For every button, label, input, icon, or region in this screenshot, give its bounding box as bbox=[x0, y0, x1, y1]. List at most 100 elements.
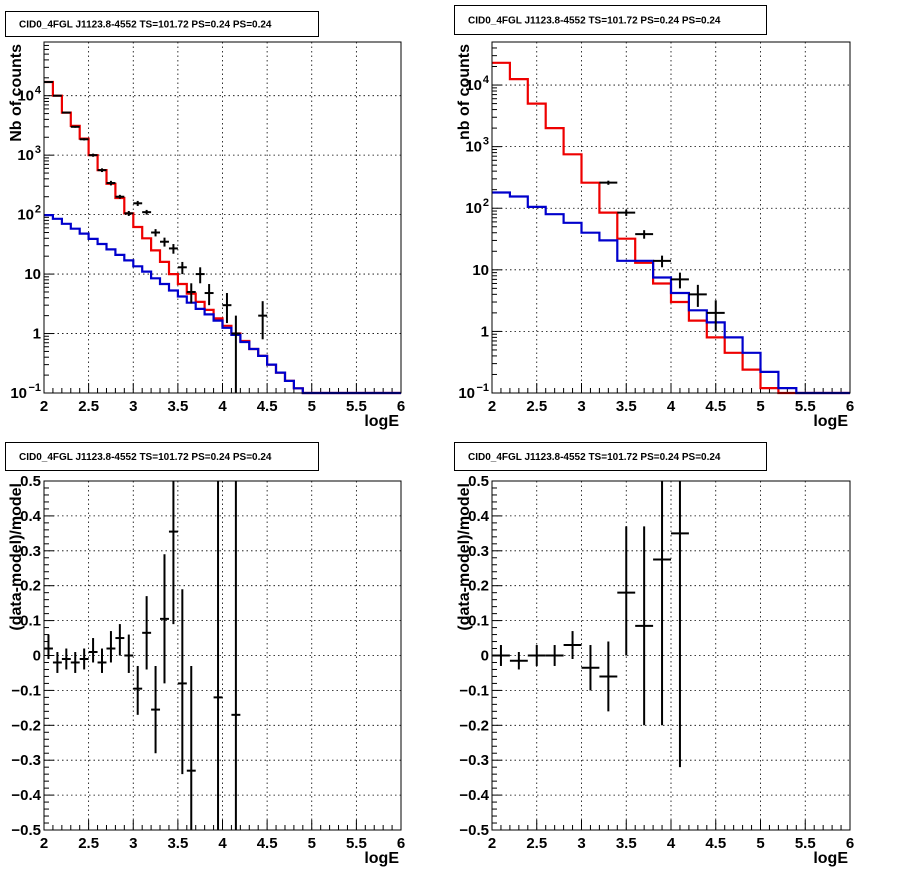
data-point bbox=[635, 526, 654, 726]
x-tick-label: 3.5 bbox=[616, 835, 637, 852]
data-point bbox=[79, 138, 89, 141]
y-tick-label: 0.5 bbox=[20, 473, 41, 490]
x-tick-label: 4.5 bbox=[257, 398, 278, 415]
y-tick-label: −0.4 bbox=[11, 787, 41, 804]
x-tick-label: 2.5 bbox=[78, 398, 99, 415]
data-point bbox=[88, 153, 98, 157]
y-tick-label: −0.2 bbox=[459, 717, 489, 734]
x-tick-label: 6 bbox=[846, 835, 854, 852]
title-box bbox=[5, 11, 319, 37]
data-point bbox=[545, 645, 564, 666]
y-tick-label: −0.3 bbox=[459, 752, 489, 769]
y-tick-label: −0.1 bbox=[11, 682, 41, 699]
title-box bbox=[5, 442, 319, 471]
data-point bbox=[617, 526, 636, 656]
data-point bbox=[133, 665, 143, 715]
data-point bbox=[151, 665, 161, 754]
y-tick-exponent: 2 bbox=[483, 197, 489, 209]
x-tick-label: 3.5 bbox=[616, 398, 637, 415]
y-tick-label: −0.3 bbox=[11, 752, 41, 769]
data-point bbox=[222, 293, 232, 324]
x-tick-label: 4 bbox=[667, 835, 676, 852]
x-tick-label: 3 bbox=[129, 398, 137, 415]
data-point bbox=[195, 267, 205, 284]
data-point bbox=[177, 261, 187, 275]
data-point bbox=[70, 125, 80, 128]
plot-frame bbox=[491, 480, 851, 831]
y-tick-label: −0.1 bbox=[459, 682, 489, 699]
data-points bbox=[44, 481, 241, 830]
data-point bbox=[204, 284, 214, 306]
data-point bbox=[52, 94, 62, 97]
data-point bbox=[706, 300, 725, 332]
chart-panel-1: CID0_4FGL J1123.8-4552 TS=101.72 PS=0.24… bbox=[5, 11, 405, 430]
x-tick-label: 4 bbox=[218, 398, 227, 415]
grid-lines bbox=[44, 481, 401, 830]
x-tick-label: 5 bbox=[756, 835, 764, 852]
data-point bbox=[186, 665, 196, 830]
data-point bbox=[581, 645, 600, 691]
x-tick-label: 4.5 bbox=[705, 398, 726, 415]
x-tick-label: 4 bbox=[667, 398, 676, 415]
grid-lines bbox=[492, 42, 850, 393]
x-axis-title: logE bbox=[813, 413, 848, 430]
y-tick-label: 0 bbox=[33, 648, 41, 665]
data-point bbox=[160, 237, 169, 247]
data-point bbox=[115, 624, 125, 656]
y-tick-label: 10 bbox=[465, 139, 482, 156]
y-tick-label: 10 bbox=[465, 200, 482, 217]
x-tick-label: 6 bbox=[397, 398, 405, 415]
y-tick-label: 10 bbox=[24, 266, 41, 283]
y-tick-exponent: 4 bbox=[35, 85, 42, 97]
data-point bbox=[70, 652, 80, 673]
x-tick-label: 2 bbox=[40, 835, 48, 852]
chart-title: CID0_4FGL J1123.8-4552 TS=101.72 PS=0.24… bbox=[468, 16, 721, 27]
x-axis-title: logE bbox=[813, 850, 848, 867]
data-point bbox=[213, 481, 223, 830]
x-axis-title: logE bbox=[364, 850, 399, 867]
data-point bbox=[151, 229, 161, 237]
x-tick-label: 3.5 bbox=[167, 835, 188, 852]
data-point bbox=[61, 111, 71, 114]
data-point bbox=[177, 589, 187, 775]
x-tick-label: 3 bbox=[577, 398, 585, 415]
x-tick-label: 4 bbox=[218, 835, 227, 852]
data-point bbox=[124, 634, 134, 673]
axis-ticks bbox=[43, 480, 402, 831]
data-point bbox=[115, 194, 125, 199]
x-tick-label: 6 bbox=[846, 398, 854, 415]
x-tick-label: 5 bbox=[308, 835, 316, 852]
y-tick-label: 0.1 bbox=[20, 613, 41, 630]
y-tick-label: 0.4 bbox=[20, 508, 42, 525]
data-point bbox=[492, 645, 510, 666]
data-point bbox=[653, 255, 671, 268]
data-point bbox=[124, 211, 134, 216]
data-point bbox=[688, 284, 707, 307]
data-point bbox=[88, 638, 98, 663]
data-point bbox=[97, 168, 107, 173]
model-total-series bbox=[492, 61, 850, 395]
x-tick-label: 2 bbox=[40, 398, 48, 415]
x-axis-title: logE bbox=[364, 413, 399, 430]
x-tick-label: 2 bbox=[488, 835, 496, 852]
grid-lines bbox=[44, 42, 401, 393]
chart-title: CID0_4FGL J1123.8-4552 TS=101.72 PS=0.24… bbox=[19, 20, 272, 31]
data-point bbox=[671, 481, 689, 768]
data-points bbox=[492, 481, 689, 768]
y-tick-label: 10 bbox=[17, 88, 34, 105]
x-tick-label: 3.5 bbox=[167, 398, 188, 415]
x-tick-label: 3 bbox=[577, 835, 585, 852]
data-point bbox=[142, 209, 152, 215]
y-tick-label: 0.4 bbox=[468, 508, 490, 525]
y-tick-label: 1 bbox=[481, 323, 489, 340]
x-tick-label: 2.5 bbox=[526, 835, 547, 852]
plot-frame bbox=[43, 480, 402, 831]
chart-title: CID0_4FGL J1123.8-4552 TS=101.72 PS=0.24… bbox=[19, 452, 272, 463]
x-tick-label: 2.5 bbox=[526, 398, 547, 415]
data-point bbox=[653, 481, 671, 726]
data-point bbox=[142, 596, 152, 670]
data-point bbox=[168, 244, 178, 254]
data-point bbox=[617, 209, 636, 216]
y-tick-exponent: 3 bbox=[35, 144, 41, 156]
data-point bbox=[160, 554, 169, 684]
